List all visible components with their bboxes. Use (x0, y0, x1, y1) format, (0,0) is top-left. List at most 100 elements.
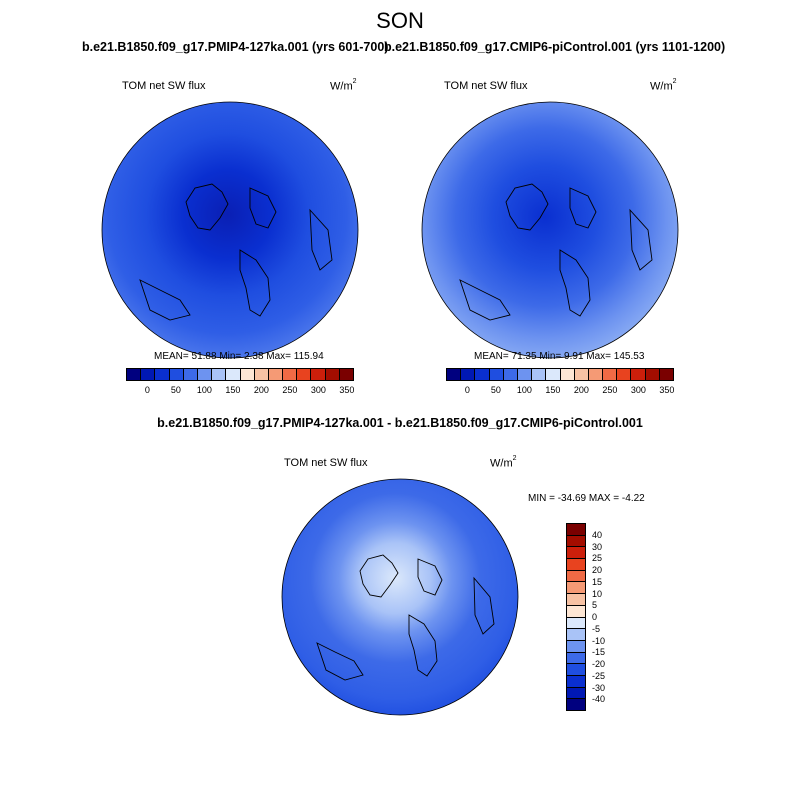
colorbar-swatch (155, 369, 170, 380)
colorbar-tick-label: -10 (592, 635, 606, 646)
colorbar-swatch (567, 547, 585, 560)
colorbar-swatch (311, 369, 326, 380)
difference-stats: MIN = -34.69 MAX = -4.22 (528, 493, 645, 504)
map-right (421, 101, 679, 359)
difference-title: b.e21.B1850.f09_g17.PMIP4-127ka.001 - b.… (157, 416, 643, 430)
colorbar-tick-label: -40 (592, 694, 606, 705)
panel-right-colorbar-ticks: 0 50 100 150 200 250 300 350 (446, 385, 675, 397)
panel-left-title: b.e21.B1850.f09_g17.PMIP4-127ka.001 (yrs… (82, 40, 389, 54)
colorbar-swatch (283, 369, 298, 380)
season-title: SON (376, 8, 424, 33)
panel-right-title: b.e21.B1850.f09_g17.CMIP6-piControl.001 … (384, 40, 726, 54)
colorbar-tick-label: 0 (144, 385, 150, 395)
colorbar-tick-label: 200 (253, 385, 269, 395)
colorbar-swatch (574, 369, 589, 380)
colorbar-tick-label: 100 (196, 385, 212, 395)
colorbar-swatch (254, 369, 269, 380)
colorbar-tick-label: 350 (659, 385, 675, 395)
colorbar-tick-label: 150 (545, 385, 561, 395)
colorbar-swatch (268, 369, 284, 380)
panel-left-colorbar-ticks: 0 50 100 150 200 250 300 350 (126, 385, 355, 397)
map-difference (281, 478, 519, 716)
colorbar-swatch (503, 369, 518, 380)
colorbar-swatch (603, 369, 618, 380)
map-right-coastlines (459, 183, 653, 321)
panel-left-stats: MEAN= 51.88 Min= 2.38 Max= 115.94 (154, 351, 324, 362)
colorbar-swatch (325, 369, 340, 380)
colorbar-tick-label: 300 (630, 385, 646, 395)
colorbar-tick-label: 15 (592, 576, 603, 587)
colorbar-swatch (567, 535, 585, 548)
colorbar-tick-label: 350 (339, 385, 355, 395)
map-left-disk (101, 101, 359, 359)
colorbar-swatch (567, 570, 585, 583)
panel-right-stats: MEAN= 71.35 Min= 9.91 Max= 145.53 (474, 351, 645, 362)
colorbar-swatch (183, 369, 198, 380)
colorbar-swatch (567, 640, 585, 653)
colorbar-swatch (567, 664, 585, 676)
panel-right-units: W/m2 (650, 78, 677, 93)
difference-colorbar (566, 523, 586, 711)
colorbar-swatch (567, 629, 585, 641)
colorbar-swatch (645, 369, 660, 380)
colorbar-swatch (127, 369, 142, 380)
colorbar-swatch (339, 369, 353, 380)
colorbar-swatch (297, 369, 312, 380)
colorbar-swatch (567, 594, 585, 606)
colorbar-tick-label: 40 (592, 529, 603, 540)
colorbar-tick-label: 0 (592, 612, 598, 622)
difference-variable: TOM net SW flux (284, 457, 368, 469)
colorbar-swatch (240, 369, 255, 380)
panel-left-units: W/m2 (330, 78, 357, 93)
difference-colorbar-ticks: 40 30 25 20 15 10 5 0 -5 -10 -15 -20 -25 -30 -40 (592, 523, 622, 711)
colorbar-swatch (567, 582, 585, 595)
colorbar-tick-label: 250 (602, 385, 618, 395)
map-left (101, 101, 359, 359)
colorbar-swatch (567, 524, 585, 536)
colorbar-swatch (567, 617, 585, 630)
colorbar-tick-label: -30 (592, 682, 606, 693)
colorbar-tick-label: 150 (225, 385, 241, 395)
colorbar-tick-label: 10 (592, 588, 603, 599)
colorbar-swatch (532, 369, 547, 380)
map-difference-coastlines (316, 554, 495, 681)
map-difference-disk (281, 478, 519, 716)
colorbar-tick-label: -20 (592, 659, 606, 669)
colorbar-tick-label: 300 (310, 385, 326, 395)
colorbar-swatch (517, 369, 533, 380)
colorbar-swatch (659, 369, 673, 380)
colorbar-tick-label: 100 (516, 385, 532, 395)
colorbar-tick-label: 20 (592, 565, 603, 575)
colorbar-swatch (489, 369, 504, 380)
colorbar-swatch (141, 369, 156, 380)
colorbar-swatch (447, 369, 462, 380)
colorbar-tick-label: 0 (464, 385, 470, 395)
map-right-disk (421, 101, 679, 359)
colorbar-tick-label: -15 (592, 647, 606, 658)
colorbar-tick-label: 25 (592, 553, 603, 564)
colorbar-swatch (212, 369, 227, 380)
colorbar-tick-label: 30 (592, 541, 603, 552)
colorbar-swatch (567, 687, 585, 700)
difference-units: W/m2 (490, 455, 517, 470)
panel-right-colorbar (446, 368, 674, 381)
colorbar-tick-label: 200 (573, 385, 589, 395)
colorbar-tick-label: -5 (592, 623, 601, 634)
panel-right-variable: TOM net SW flux (444, 80, 528, 92)
colorbar-swatch (560, 369, 575, 380)
colorbar-swatch (567, 652, 585, 665)
colorbar-tick-label: 50 (170, 385, 181, 395)
colorbar-tick-label: 50 (490, 385, 501, 395)
colorbar-swatch (546, 369, 561, 380)
colorbar-swatch (567, 699, 585, 710)
panel-left-variable: TOM net SW flux (122, 80, 206, 92)
map-left-coastlines (139, 183, 333, 321)
colorbar-swatch (226, 369, 241, 380)
colorbar-swatch (617, 369, 632, 380)
colorbar-swatch (169, 369, 184, 380)
colorbar-swatch (567, 559, 585, 571)
panel-left-colorbar (126, 368, 354, 381)
colorbar-tick-label: 250 (282, 385, 298, 395)
colorbar-swatch (461, 369, 476, 380)
colorbar-swatch (588, 369, 604, 380)
